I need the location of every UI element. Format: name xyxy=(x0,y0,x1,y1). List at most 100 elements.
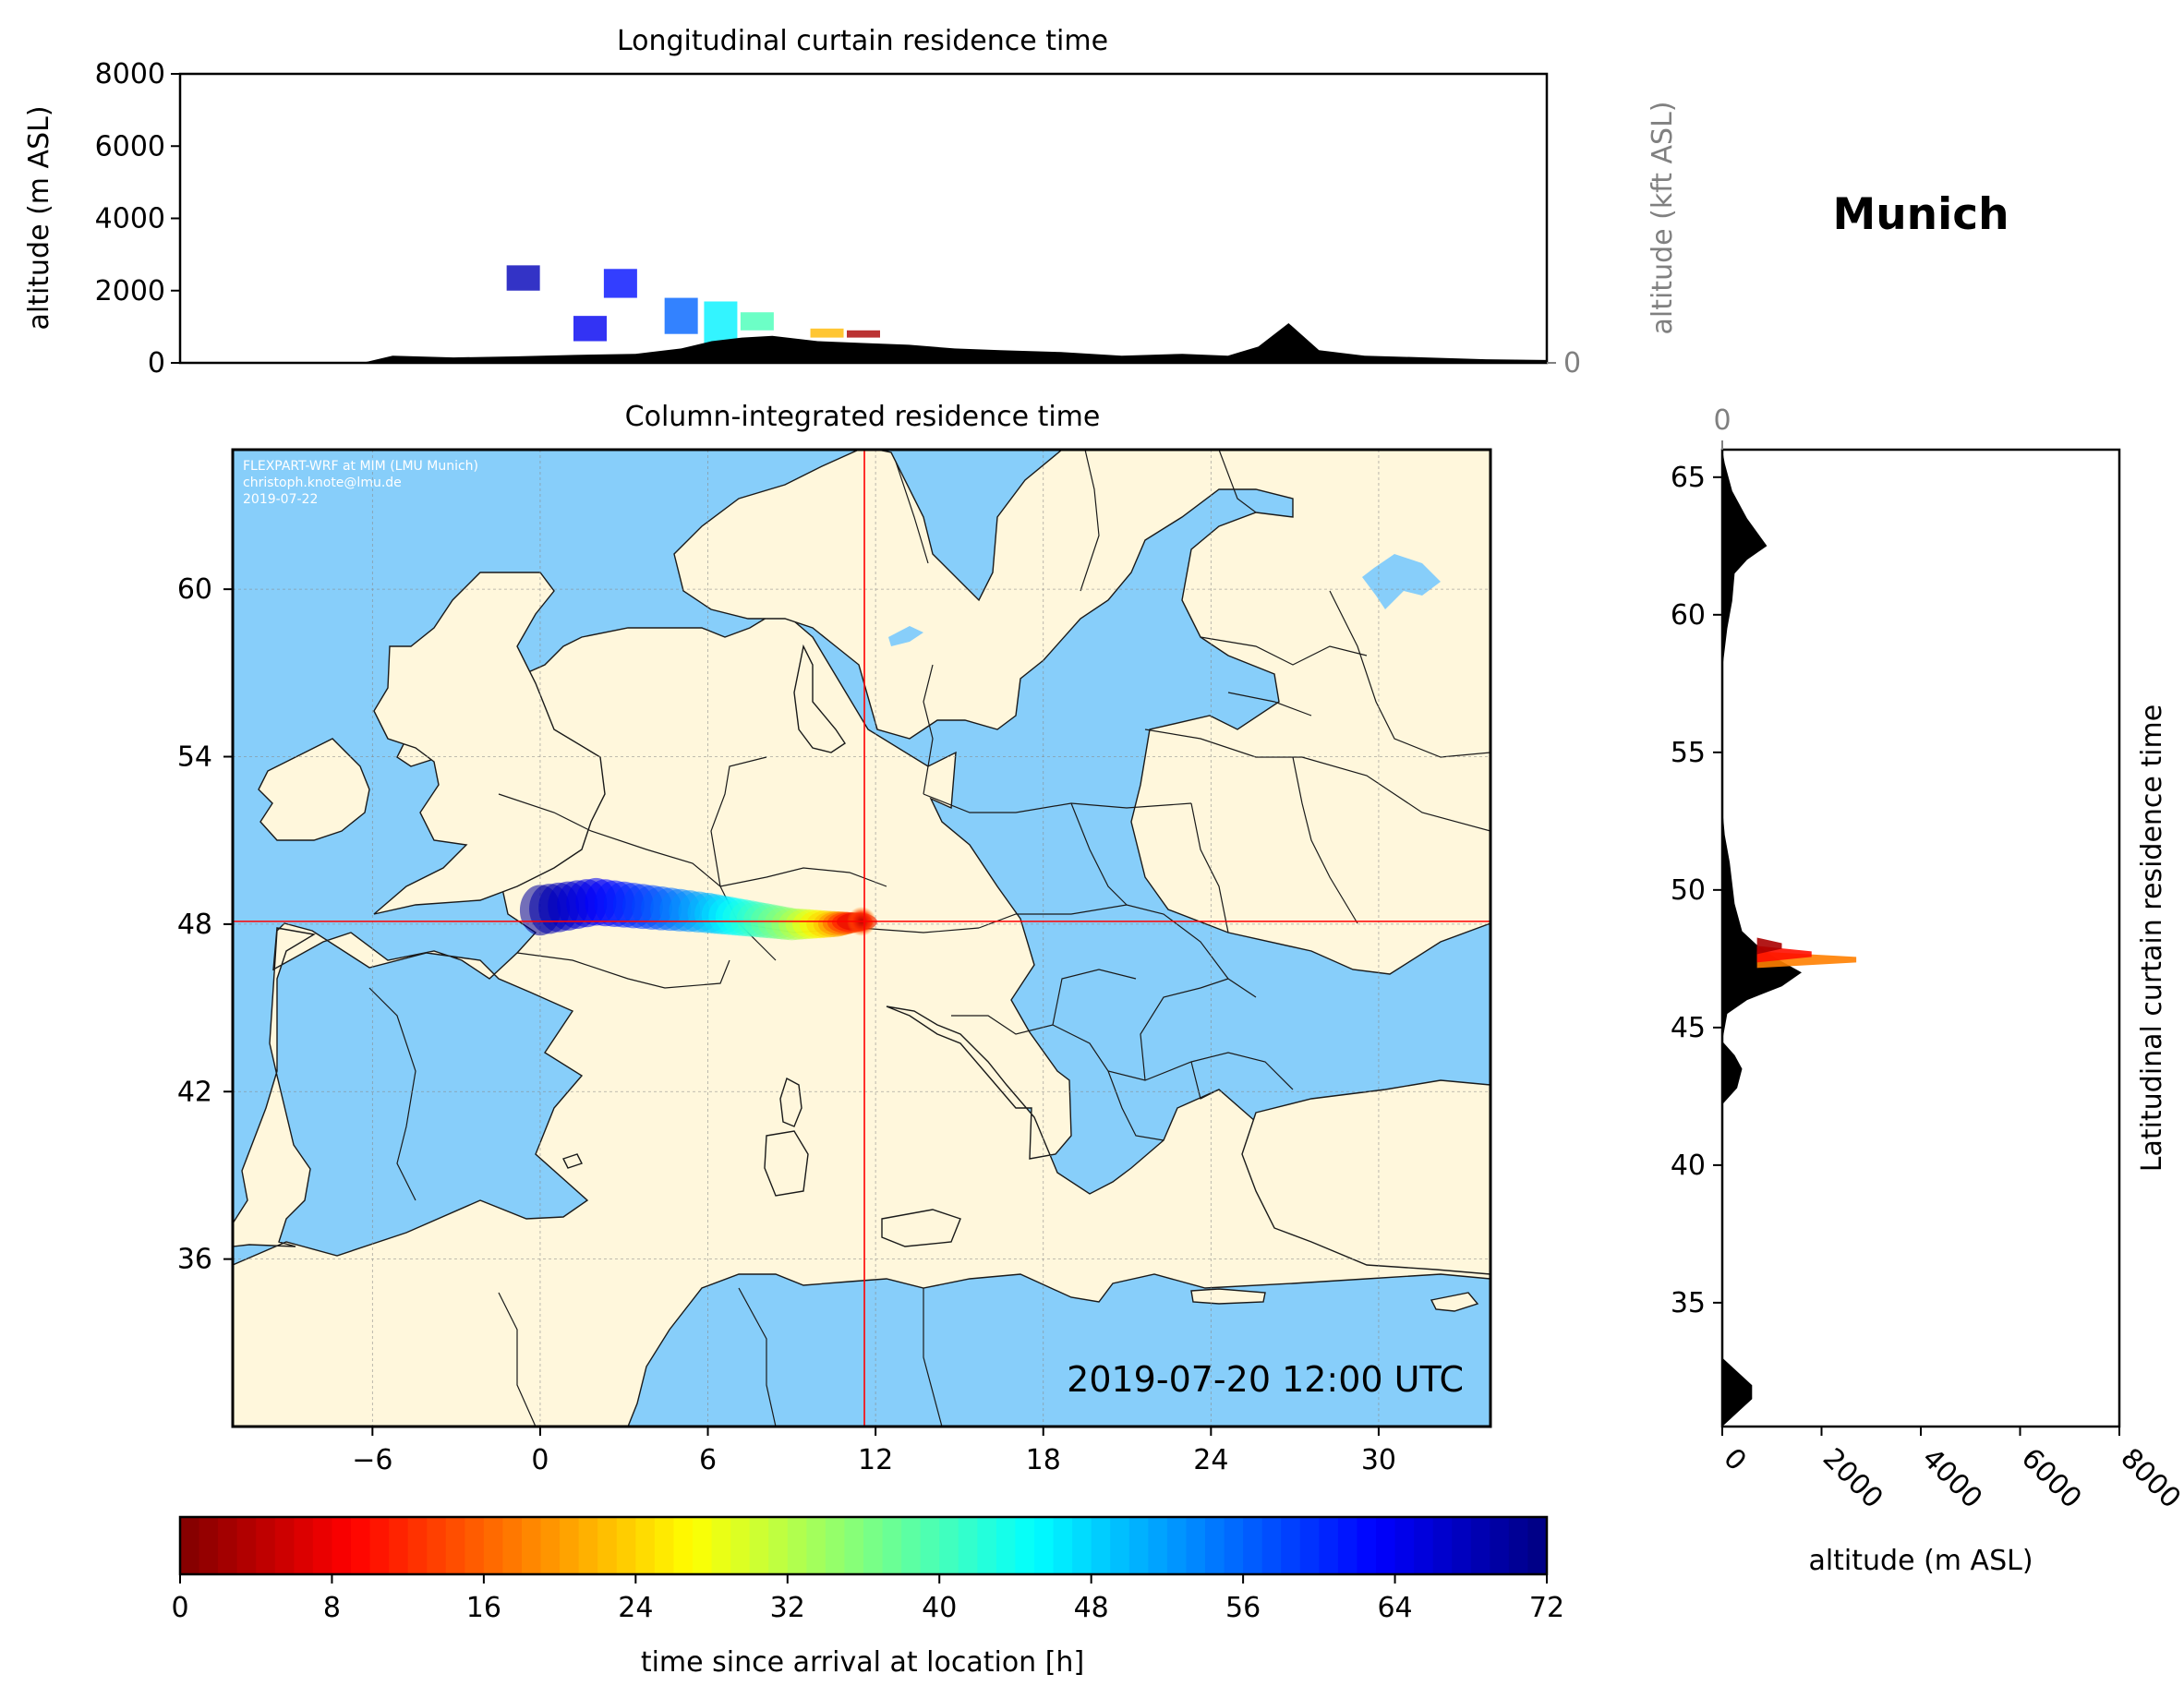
colorbar-tick-label: 16 xyxy=(466,1592,501,1624)
side-xtick-label: 2000 xyxy=(1816,1442,1889,1515)
colorbar-step xyxy=(522,1517,542,1574)
colorbar-tick-label: 0 xyxy=(171,1592,188,1624)
top-ytick-label: 2000 xyxy=(95,275,165,307)
colorbar-step xyxy=(236,1517,257,1574)
colorbar-step xyxy=(1281,1517,1301,1574)
map-xtick-label: 18 xyxy=(1026,1444,1061,1476)
top-terrain xyxy=(180,323,1547,363)
colorbar-step xyxy=(1452,1517,1472,1574)
colorbar-step xyxy=(749,1517,769,1574)
colorbar-step xyxy=(578,1517,598,1574)
colorbar-step xyxy=(560,1517,580,1574)
colorbar-label: time since arrival at location [h] xyxy=(641,1646,1084,1679)
side-y-ticks: 35 40 45 50 55 60 65 xyxy=(1671,462,1722,1319)
colorbar-step xyxy=(882,1517,902,1574)
colorbar-step xyxy=(351,1517,371,1574)
top-plume xyxy=(506,265,880,345)
colorbar-step xyxy=(465,1517,485,1574)
map-plume xyxy=(519,877,877,941)
country-borders xyxy=(368,450,1490,1427)
top-right-ticks: 050100 xyxy=(1547,347,1581,379)
top-plume-cell xyxy=(704,301,738,345)
top-axes-frame xyxy=(178,72,1549,365)
credit-line-3: 2019-07-22 xyxy=(243,492,318,507)
land-sardinia xyxy=(764,1130,809,1197)
location-title: Munich xyxy=(1832,189,2009,240)
colorbar-step xyxy=(693,1517,713,1574)
colorbar-step xyxy=(1205,1517,1225,1574)
map-ytick-label: 36 xyxy=(177,1244,212,1276)
colorbar-step xyxy=(199,1517,219,1574)
map-axes-frame xyxy=(231,448,1492,1428)
colorbar-steps xyxy=(180,1517,1548,1574)
colorbar-step xyxy=(920,1517,940,1574)
colorbar-step xyxy=(597,1517,618,1574)
colorbar-step xyxy=(483,1517,504,1574)
map-y-ticks: 36 42 48 54 60 xyxy=(177,573,233,1276)
colorbar-step xyxy=(1470,1517,1490,1574)
land-britain xyxy=(373,572,606,915)
colorbar-step xyxy=(1432,1517,1453,1574)
map-ytick-label: 48 xyxy=(177,909,212,941)
longitudinal-title: Longitudinal curtain residence time xyxy=(617,25,1108,57)
colorbar-step xyxy=(616,1517,636,1574)
colorbar-tick-label: 24 xyxy=(618,1592,653,1624)
land-balearic xyxy=(562,1153,583,1169)
land-ireland xyxy=(258,738,370,841)
top-plume-cell xyxy=(573,316,607,342)
colorbar-step xyxy=(427,1517,447,1574)
map-ytick-label: 60 xyxy=(177,573,212,606)
credit-line-1: FLEXPART-WRF at MIM (LMU Munich) xyxy=(243,459,478,474)
colorbar-step xyxy=(711,1517,731,1574)
side-x-ticks: 0 2000 4000 6000 8000 xyxy=(1717,1427,2184,1515)
colorbar-tick-label: 40 xyxy=(922,1592,957,1624)
side-xlabel: altitude (m ASL) xyxy=(1808,1545,2033,1577)
colorbar-step xyxy=(1414,1517,1434,1574)
land-masses xyxy=(233,450,1490,1427)
colorbar-step xyxy=(787,1517,807,1574)
top-ytick-label: 6000 xyxy=(95,130,165,163)
map-xtick-label: 6 xyxy=(699,1444,717,1476)
colorbar-step xyxy=(540,1517,561,1574)
colorbar-step xyxy=(1166,1517,1188,1574)
lake-vanern xyxy=(888,626,923,646)
colorbar-tick-label: 72 xyxy=(1529,1592,1564,1624)
colorbar-step xyxy=(312,1517,333,1574)
top-plume-cell xyxy=(506,265,540,291)
land-anatolia xyxy=(1241,1079,1490,1275)
colorbar-step xyxy=(1072,1517,1092,1574)
colorbar-tick-label: 64 xyxy=(1377,1592,1412,1624)
colorbar-step xyxy=(502,1517,523,1574)
side-ytick-label: 60 xyxy=(1671,599,1706,632)
map-ytick-label: 42 xyxy=(177,1076,212,1108)
colorbar-step xyxy=(1148,1517,1168,1574)
map-xtick-label: −6 xyxy=(352,1444,392,1476)
map-panel: Column-integrated residence time xyxy=(177,401,1492,1476)
side-terrain xyxy=(1722,450,1802,1427)
land-crete xyxy=(1190,1288,1266,1305)
top-ylabel: altitude (m ASL) xyxy=(23,105,55,330)
colorbar-step xyxy=(977,1517,997,1574)
colorbar-tick-label: 56 xyxy=(1225,1592,1261,1624)
colorbar-ticks: 0 8 16 24 32 40 48 56 64 72 xyxy=(171,1574,1564,1624)
colorbar-step xyxy=(995,1517,1017,1574)
land-cyprus xyxy=(1430,1292,1479,1312)
colorbar-step xyxy=(1508,1517,1529,1574)
colorbar-step xyxy=(901,1517,922,1574)
side-axes-frame xyxy=(1720,448,2121,1428)
colorbar-step xyxy=(274,1517,295,1574)
side-plume xyxy=(1756,937,1857,969)
colorbar-step xyxy=(654,1517,675,1574)
side-top-ticks: 050100 xyxy=(1713,404,1732,450)
credit-line-2: christoph.knote@lmu.de xyxy=(243,476,402,490)
colorbar-step xyxy=(939,1517,959,1574)
colorbar: 0 8 16 24 32 40 48 56 64 72 time since arrival at… xyxy=(171,1515,1564,1679)
colorbar-step xyxy=(673,1517,694,1574)
side-ytick-label: 65 xyxy=(1671,462,1706,494)
map-xtick-label: 30 xyxy=(1361,1444,1396,1476)
colorbar-step xyxy=(768,1517,789,1574)
map-grid xyxy=(233,450,1490,1427)
side-xtick-label: 4000 xyxy=(1915,1442,1988,1515)
top-ylabel-right: altitude (kft ASL) xyxy=(1647,101,1679,334)
